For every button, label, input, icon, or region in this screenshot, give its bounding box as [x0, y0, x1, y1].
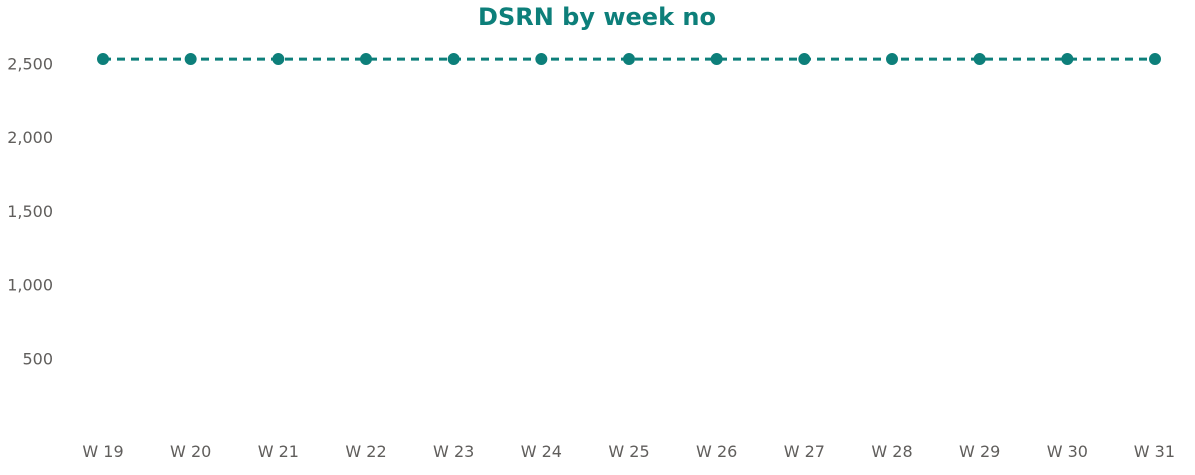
data-point[interactable]: [798, 53, 811, 66]
x-tick-label: W 19: [82, 442, 123, 461]
y-tick-label: 2,000: [7, 128, 53, 147]
data-point[interactable]: [360, 53, 372, 66]
series-layer: [97, 53, 1161, 66]
chart-title: DSRN by week no: [478, 3, 716, 31]
y-tick-label: 1,500: [7, 202, 53, 221]
x-tick-label: W 22: [345, 442, 386, 461]
x-tick-label: W 27: [784, 442, 825, 461]
data-point[interactable]: [886, 53, 898, 66]
y-tick-label: 2,500: [7, 54, 53, 73]
x-tick-label: W 20: [170, 442, 211, 461]
x-tick-label: W 28: [871, 442, 912, 461]
x-tick-label: W 26: [696, 442, 737, 461]
y-tick-label: 1,000: [7, 276, 53, 295]
x-axis: W 19 W 20 W 21 W 22 W 23 W 24 W 25 W 26 W 27 W 28…: [82, 442, 1175, 461]
data-point[interactable]: [97, 53, 109, 66]
y-axis: 500 1,000 1,500 2,000 2,500: [7, 54, 53, 368]
x-tick-label: W 21: [258, 442, 299, 461]
x-tick-label: W 30: [1047, 442, 1088, 461]
data-point[interactable]: [1149, 53, 1161, 66]
data-point[interactable]: [973, 53, 986, 66]
data-point[interactable]: [447, 53, 460, 66]
data-point[interactable]: [1061, 53, 1074, 66]
data-point[interactable]: [272, 53, 285, 66]
x-tick-label: W 29: [959, 442, 1000, 461]
x-tick-label: W 31: [1134, 442, 1175, 461]
x-tick-label: W 24: [521, 442, 562, 461]
x-tick-label: W 23: [433, 442, 474, 461]
data-point[interactable]: [623, 53, 635, 66]
y-tick-label: 500: [22, 349, 53, 368]
data-point[interactable]: [710, 53, 723, 66]
x-tick-label: W 25: [608, 442, 649, 461]
data-point[interactable]: [535, 53, 548, 66]
data-point[interactable]: [184, 53, 197, 66]
